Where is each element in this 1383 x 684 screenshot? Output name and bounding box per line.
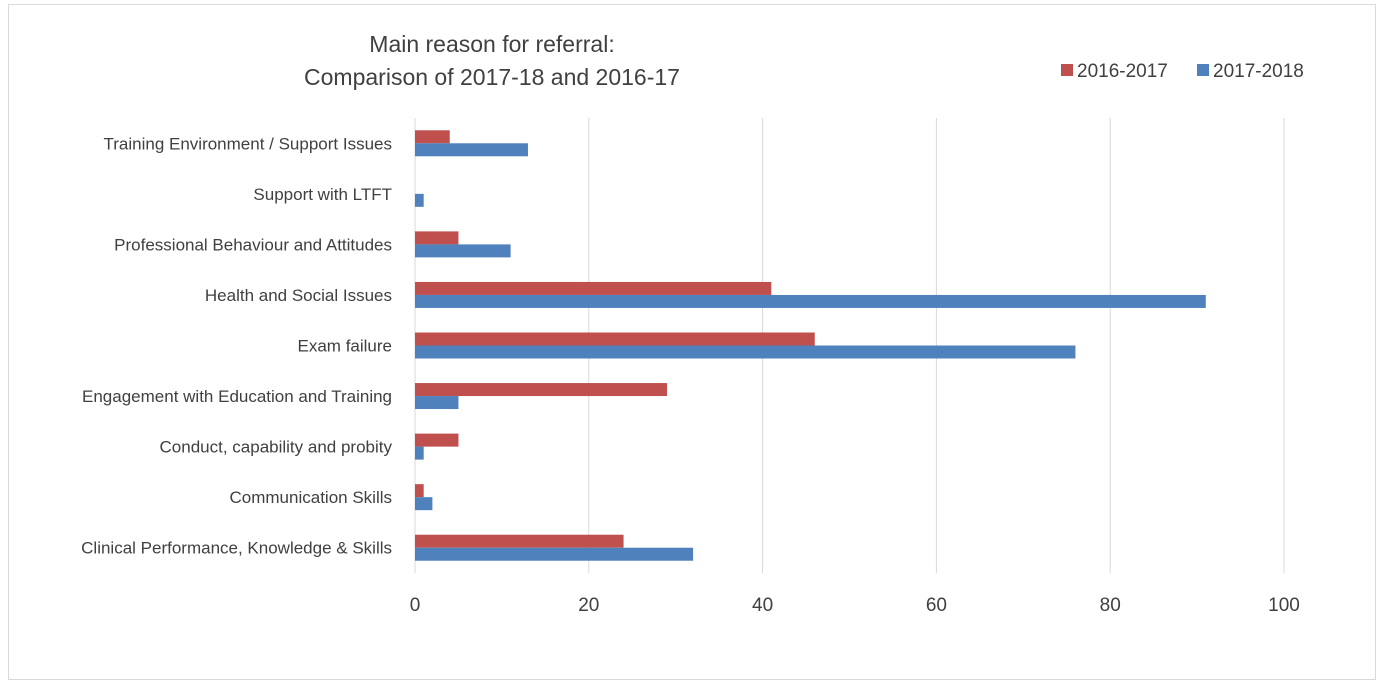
x-tick-labels: 0 20 40 60 80 100 xyxy=(410,595,1300,616)
bar-2016-2017-3 xyxy=(415,281,772,295)
bars xyxy=(415,130,1206,561)
category-label: Training Environment / Support Issues xyxy=(103,134,392,153)
x-tick-label: 80 xyxy=(1100,595,1121,616)
bar-2017-2018-3 xyxy=(415,294,1206,308)
category-label: Engagement with Education and Training xyxy=(82,387,392,406)
bar-2016-2017-8 xyxy=(415,534,624,548)
bar-2016-2017-7 xyxy=(415,484,424,498)
legend-swatch-2016-2017 xyxy=(1061,64,1073,76)
bar-2017-2018-4 xyxy=(415,345,1076,359)
bar-2017-2018-6 xyxy=(415,446,424,460)
legend: 2016-2017 2017-2018 xyxy=(1061,61,1304,82)
bar-2016-2017-5 xyxy=(415,383,668,397)
bar-2016-2017-0 xyxy=(415,130,450,144)
legend-swatch-2017-2018 xyxy=(1197,64,1209,76)
x-tick-label: 0 xyxy=(410,595,421,616)
category-label: Clinical Performance, Knowledge & Skills xyxy=(81,539,392,558)
x-tick-label: 40 xyxy=(752,595,773,616)
x-tick-label: 100 xyxy=(1268,595,1300,616)
bar-2017-2018-1 xyxy=(415,193,424,207)
bar-2016-2017-2 xyxy=(415,231,459,245)
chart-title-line-1: Main reason for referral: xyxy=(369,31,614,57)
category-label: Communication Skills xyxy=(230,488,393,507)
legend-label-2017-2018: 2017-2018 xyxy=(1213,61,1304,82)
bar-2017-2018-5 xyxy=(415,396,459,410)
bar-2016-2017-4 xyxy=(415,332,815,346)
bar-2017-2018-2 xyxy=(415,244,511,258)
category-labels: Training Environment / Support Issues Sup… xyxy=(81,134,392,557)
bar-2016-2017-6 xyxy=(415,433,459,447)
x-tick-label: 60 xyxy=(926,595,947,616)
bar-2017-2018-7 xyxy=(415,497,433,511)
category-label: Professional Behaviour and Attitudes xyxy=(114,235,392,254)
category-label: Exam failure xyxy=(298,337,392,356)
legend-label-2016-2017: 2016-2017 xyxy=(1077,61,1168,82)
category-label: Conduct, capability and probity xyxy=(160,438,393,457)
chart-title-line-2: Comparison of 2017-18 and 2016-17 xyxy=(304,64,680,90)
category-label: Health and Social Issues xyxy=(205,286,392,305)
x-tick-label: 20 xyxy=(578,595,599,616)
category-label: Support with LTFT xyxy=(253,185,392,204)
bar-2017-2018-8 xyxy=(415,547,694,561)
bar-2017-2018-0 xyxy=(415,143,528,157)
